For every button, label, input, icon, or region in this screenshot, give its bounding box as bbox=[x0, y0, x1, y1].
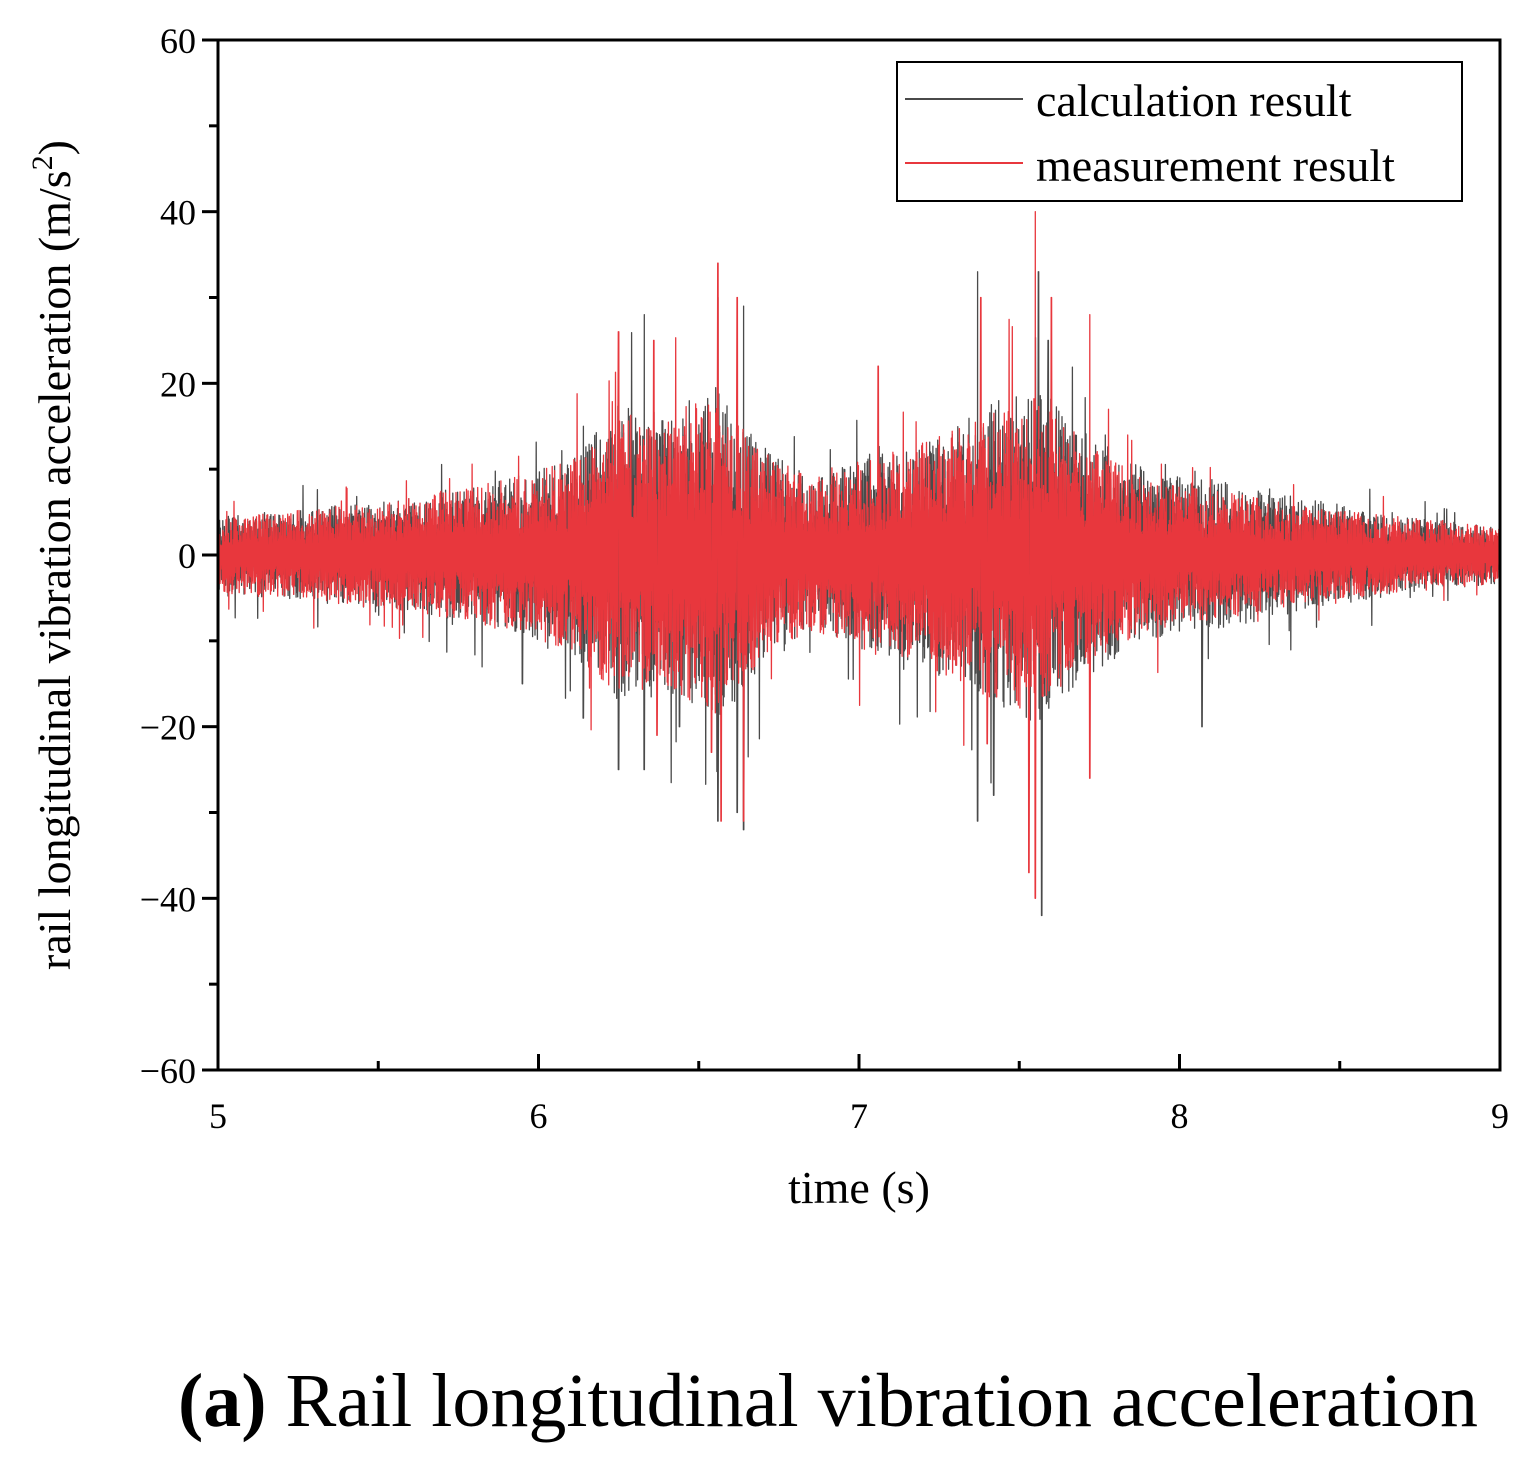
x-tick-label-6: 6 bbox=[530, 1096, 548, 1136]
y-axis-title: rail longitudinal vibration acceleration… bbox=[26, 140, 80, 970]
y-axis-title-main: rail longitudinal vibration acceleration… bbox=[29, 170, 80, 970]
x-axis: 5 6 7 8 9 bbox=[209, 1054, 1509, 1136]
legend-label-measurement: measurement result bbox=[1036, 140, 1395, 191]
chart-figure: 5 6 7 8 9 −60 −40 −20 0 20 40 60 time (s) rail lon… bbox=[26, 21, 1509, 1213]
y-tick-label-20: 20 bbox=[160, 364, 196, 404]
x-tick-label-5: 5 bbox=[209, 1096, 227, 1136]
y-tick-label-60: 60 bbox=[160, 21, 196, 61]
x-tick-label-8: 8 bbox=[1171, 1096, 1189, 1136]
y-tick-label-40: 40 bbox=[160, 193, 196, 233]
legend-label-calculation: calculation result bbox=[1036, 75, 1352, 126]
y-tick-label--60: −60 bbox=[140, 1051, 196, 1091]
legend: calculation result measurement result bbox=[896, 61, 1463, 202]
y-axis: −60 −40 −20 0 20 40 60 bbox=[140, 21, 218, 1091]
caption-text: Rail longitudinal vibration acceleration bbox=[285, 1359, 1479, 1443]
y-axis-title-close: ) bbox=[29, 140, 80, 155]
legend-box bbox=[896, 61, 1463, 202]
series-layer bbox=[217, 211, 1501, 917]
y-tick-label-0: 0 bbox=[178, 536, 196, 576]
x-tick-label-7: 7 bbox=[850, 1096, 868, 1136]
x-axis-title: time (s) bbox=[788, 1162, 930, 1213]
figure-caption: (a) Rail longitudinal vibration accelera… bbox=[178, 1358, 1478, 1445]
y-tick-label--40: −40 bbox=[140, 879, 196, 919]
y-tick-label--20: −20 bbox=[140, 708, 196, 748]
caption-label: (a) bbox=[178, 1359, 267, 1443]
series-line-measurement bbox=[217, 211, 1501, 899]
y-axis-title-superscript: 2 bbox=[26, 155, 59, 170]
x-tick-label-9: 9 bbox=[1491, 1096, 1509, 1136]
